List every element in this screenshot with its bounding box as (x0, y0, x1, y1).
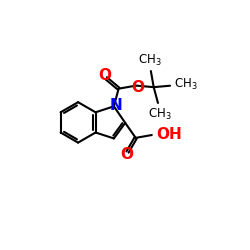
Text: N: N (110, 98, 123, 113)
Text: CH$_3$: CH$_3$ (138, 52, 162, 68)
Text: O: O (120, 148, 133, 162)
Text: OH: OH (156, 126, 182, 142)
Text: O: O (98, 68, 112, 83)
Text: O: O (132, 80, 144, 95)
Text: CH$_3$: CH$_3$ (148, 106, 172, 122)
Text: CH$_3$: CH$_3$ (174, 77, 198, 92)
